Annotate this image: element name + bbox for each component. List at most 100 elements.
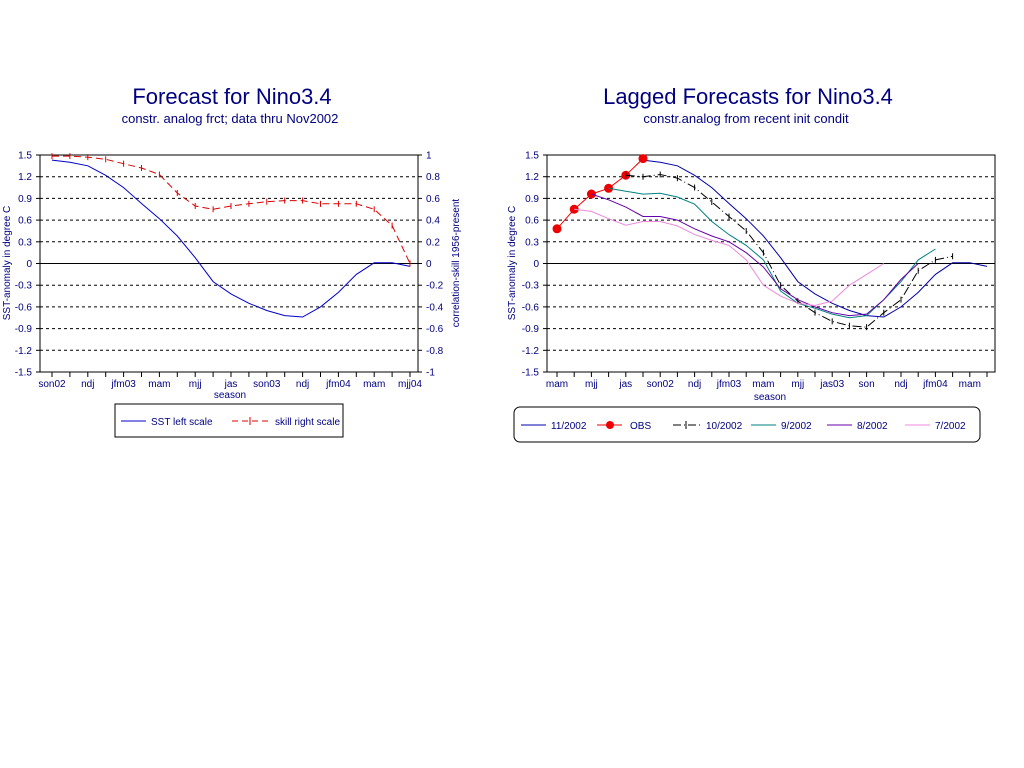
x-tick-label: mam xyxy=(148,379,170,390)
x-tick-label: ndj xyxy=(81,379,94,390)
y-tick-label: 0 xyxy=(533,259,539,270)
x-tick-label: mam xyxy=(959,379,981,390)
y-tick-label: -1.2 xyxy=(15,346,33,357)
obs-point xyxy=(586,189,596,199)
y2-tick-label: -0.6 xyxy=(426,324,444,335)
x-tick-label: mam xyxy=(546,379,568,390)
y-tick-label: 1.5 xyxy=(525,151,539,162)
series-line-obs xyxy=(556,158,644,230)
series-line-10-2002 xyxy=(625,173,953,328)
y2-tick-label: 0 xyxy=(426,259,432,270)
y2-tick-label: -0.2 xyxy=(426,281,444,292)
series-line-9-2002 xyxy=(608,187,936,319)
y-tick-label: 0.3 xyxy=(18,237,32,248)
legend-label-9-2002: 9/2002 xyxy=(781,421,812,432)
x-tick-label: mjj04 xyxy=(398,379,422,390)
chart-right-title: Lagged Forecasts for Nino3.4 xyxy=(603,84,893,109)
x-tick-label: mjj xyxy=(585,379,598,390)
chart-right-series xyxy=(552,154,988,331)
legend-label-11-2002: 11/2002 xyxy=(551,421,587,432)
y2-tick-label: 0.2 xyxy=(426,237,440,248)
x-tick-label: jas xyxy=(224,379,238,390)
x-tick-label: jfm04 xyxy=(325,379,351,390)
legend-label-7-2002: 7/2002 xyxy=(935,421,966,432)
legend-label-sst: SST left scale xyxy=(151,417,213,428)
chart-right-legend-box xyxy=(513,406,981,443)
series-line-11-2002 xyxy=(642,159,988,318)
obs-point xyxy=(604,183,614,193)
y-tick-label: -0.9 xyxy=(15,324,33,335)
chart-right-xlabel: season xyxy=(754,392,786,403)
y-tick-label: -1.5 xyxy=(15,368,33,379)
y-tick-label: -1.5 xyxy=(522,368,540,379)
chart-left-series xyxy=(51,153,411,318)
chart-right-ylabel: SST-anomaly in degree C xyxy=(507,206,518,321)
legend-label-10-2002: 10/2002 xyxy=(706,421,743,432)
y-tick-label: 0.3 xyxy=(525,237,539,248)
x-tick-label: mam xyxy=(363,379,385,390)
y2-tick-label: 0.8 xyxy=(426,172,440,183)
x-tick-label: son02 xyxy=(38,379,66,390)
legend-label-obs: OBS xyxy=(630,421,651,432)
chart-right-legend: 11/2002 OBS 10/2002 9/2002 8/2002 7/2002 xyxy=(513,406,981,443)
chart-right-grid xyxy=(547,176,995,351)
chart-right-y-ticks: 1.5 1.2 0.9 0.6 0.3 0 -0.3 -0.6 -0.9 -1.2 -1.5 xyxy=(522,151,547,379)
chart-left: Forecast for Nino3.4 constr. analog frct… xyxy=(2,84,462,438)
chart-left-y2label: correlation-skill 1956-present xyxy=(451,199,462,328)
chart-right-subtitle: constr.analog from recent init condit xyxy=(643,111,849,126)
series-line-sst-left-scale xyxy=(51,159,411,318)
y2-tick-label: -1 xyxy=(426,368,435,379)
obs-point xyxy=(569,204,579,214)
y-tick-label: 0.9 xyxy=(525,194,539,205)
obs-point xyxy=(552,224,562,234)
chart-left-xlabel: season xyxy=(214,390,246,401)
x-tick-label: mjj xyxy=(791,379,804,390)
x-tick-label: jas03 xyxy=(819,379,844,390)
y-tick-label: -0.6 xyxy=(522,302,540,313)
y-tick-label: 0 xyxy=(26,259,32,270)
chart-left-title: Forecast for Nino3.4 xyxy=(132,84,331,109)
y-tick-label: -0.3 xyxy=(522,281,540,292)
series-line-8-2002 xyxy=(591,193,919,317)
legend-swatch-obs-dot xyxy=(606,421,614,429)
x-tick-label: mjj xyxy=(189,379,202,390)
chart-left-ylabel: SST-anomaly in degree C xyxy=(2,206,13,321)
y-tick-label: 1.2 xyxy=(525,172,539,183)
chart-right: Lagged Forecasts for Nino3.4 constr.anal… xyxy=(507,84,996,443)
y2-tick-label: 1 xyxy=(426,151,432,162)
x-tick-label: ndj xyxy=(688,379,701,390)
y-tick-label: -0.6 xyxy=(15,302,33,313)
y-tick-label: 0.6 xyxy=(18,216,32,227)
x-tick-label: son02 xyxy=(647,379,675,390)
x-tick-label: mam xyxy=(752,379,774,390)
chart-left-subtitle: constr. analog frct; data thru Nov2002 xyxy=(122,111,339,126)
series-line-skill-right-scale xyxy=(52,155,411,264)
chart-left-x-ticks: son02 ndj jfm03 mam mjj jas son03 ndj jfm04 mam mj… xyxy=(38,372,422,390)
y-tick-label: -0.9 xyxy=(522,324,540,335)
y2-tick-label: 0.4 xyxy=(426,216,440,227)
y-tick-label: 1.5 xyxy=(18,151,32,162)
chart-left-y-ticks: 1.5 1.2 0.9 0.6 0.3 0 -0.3 -0.6 -0.9 -1.2 -1.5 xyxy=(15,151,40,379)
x-tick-label: son03 xyxy=(253,379,281,390)
y-tick-label: 1.2 xyxy=(18,172,32,183)
y-tick-label: 0.9 xyxy=(18,194,32,205)
chart-right-x-ticks: mam mjj jas son02 ndj jfm03 mam mjj jas03 son ndj j… xyxy=(546,372,988,390)
chart-left-grid xyxy=(40,176,418,351)
series-line-7-2002 xyxy=(574,208,885,307)
chart-left-legend-box xyxy=(114,403,344,438)
chart-left-legend: SST left scale skill right scale xyxy=(114,403,344,438)
legend-label-skill: skill right scale xyxy=(275,417,340,428)
x-tick-label: son xyxy=(859,379,875,390)
y2-tick-label: 0.6 xyxy=(426,194,440,205)
x-tick-label: ndj xyxy=(894,379,907,390)
y-tick-label: -1.2 xyxy=(522,346,540,357)
y-tick-label: -0.3 xyxy=(15,281,33,292)
x-tick-label: ndj xyxy=(296,379,309,390)
x-tick-label: jfm04 xyxy=(922,379,948,390)
y2-tick-label: -0.8 xyxy=(426,346,444,357)
y2-tick-label: -0.4 xyxy=(426,302,444,313)
legend-label-8-2002: 8/2002 xyxy=(857,421,888,432)
x-tick-label: jfm03 xyxy=(110,379,136,390)
y-tick-label: 0.6 xyxy=(525,216,539,227)
